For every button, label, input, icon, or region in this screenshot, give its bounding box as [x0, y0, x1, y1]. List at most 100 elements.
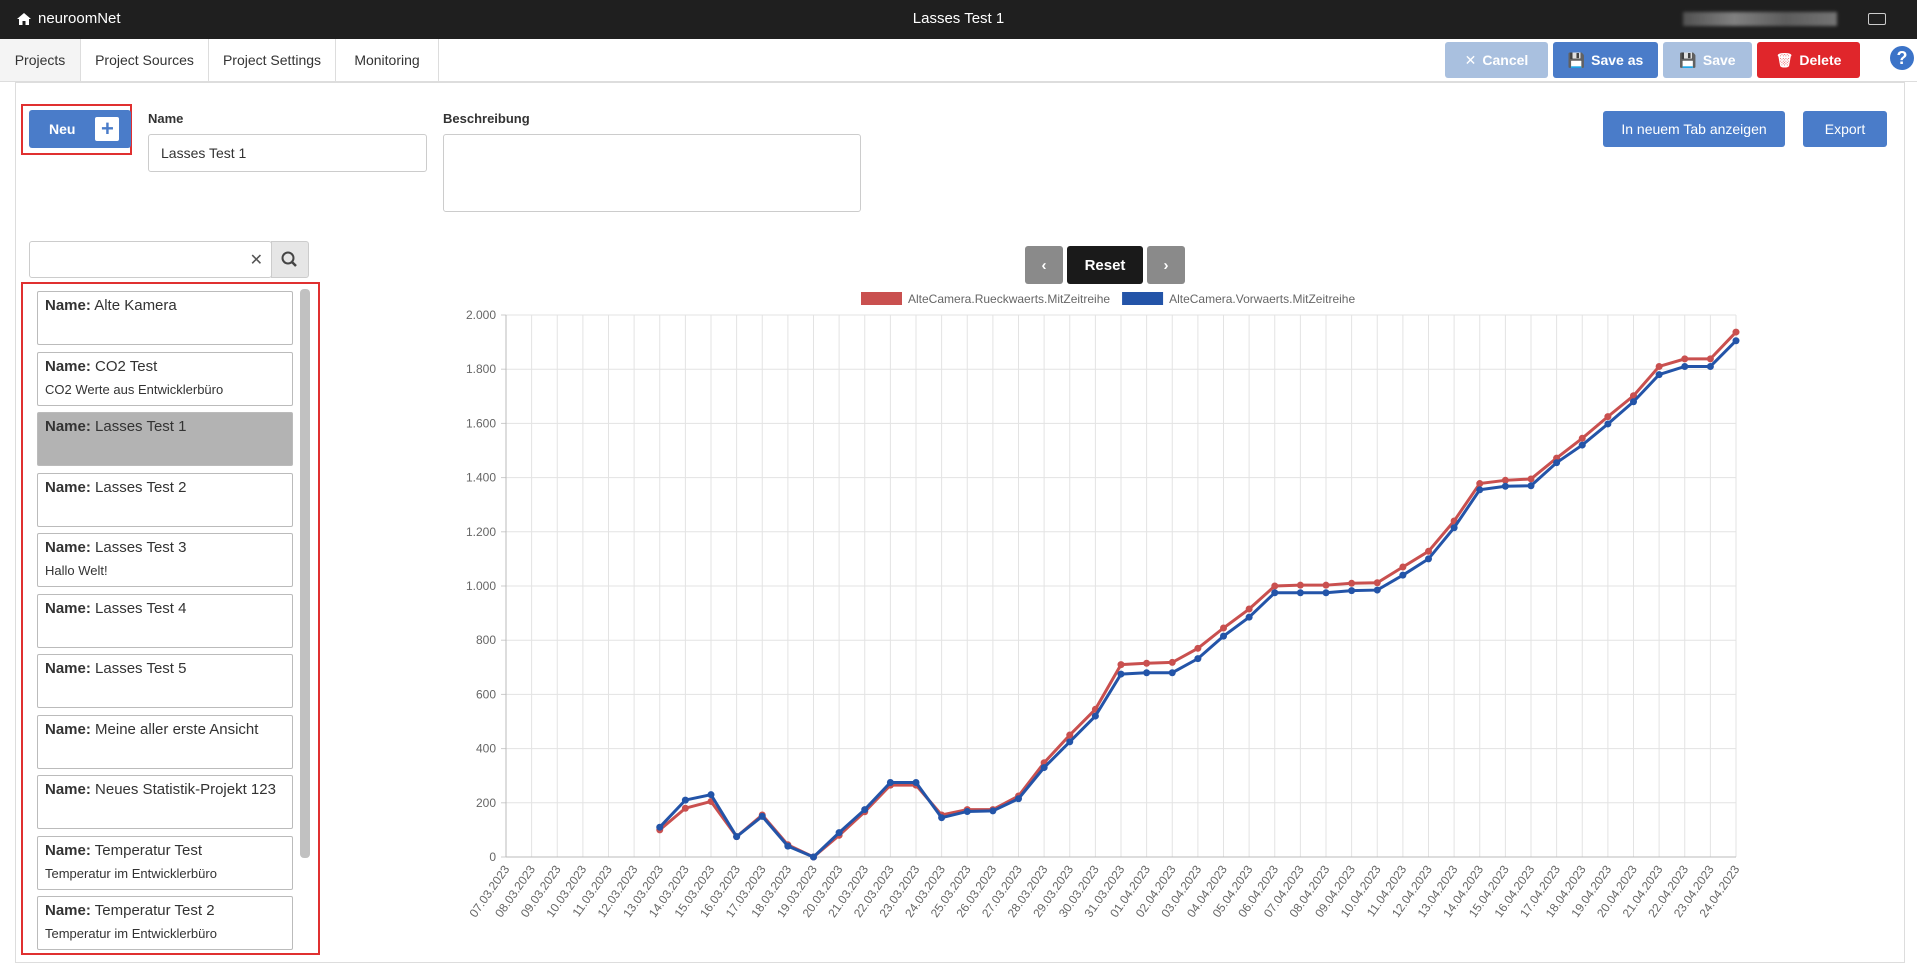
- data-point: [1425, 555, 1432, 563]
- reset-button[interactable]: Reset: [1067, 246, 1143, 284]
- item-name: Neues Statistik-Projekt 123: [95, 781, 276, 798]
- data-point: [1143, 669, 1151, 677]
- data-point: [1501, 476, 1509, 484]
- project-list: Name: Alte Kamera Name: CO2 Test CO2 Werte…: [21, 282, 320, 955]
- new-button[interactable]: Neu +: [29, 110, 131, 148]
- data-point: [1399, 571, 1407, 579]
- name-prefix: Name:: [45, 539, 91, 556]
- page-title: Lasses Test 1: [912, 10, 1005, 27]
- project-item[interactable]: Name: Lasses Test 1: [37, 412, 293, 466]
- name-prefix: Name:: [45, 781, 91, 798]
- name-prefix: Name:: [45, 599, 91, 617]
- data-point: [1168, 658, 1176, 666]
- tab[interactable]: Projects: [0, 39, 81, 81]
- y-tick-label: 800: [476, 633, 496, 647]
- data-point: [681, 796, 689, 804]
- data-point: [1630, 392, 1637, 400]
- help-icon[interactable]: ?: [1889, 45, 1915, 71]
- project-item[interactable]: Name: CO2 Test CO2 Werte aus Entwicklerbü…: [37, 351, 293, 406]
- item-name: Meine aller erste Ansicht: [95, 720, 259, 738]
- item-name: Lasses Test 4: [95, 599, 187, 617]
- home-icon: [17, 12, 31, 25]
- open-tab-button[interactable]: In neuem Tab anzeigen: [1603, 111, 1785, 147]
- highlight: [21, 104, 132, 155]
- data-point: [1527, 475, 1535, 483]
- save-as-button[interactable]: 💾 Save as: [1553, 42, 1658, 78]
- item-title: Name: Lasses Test 4: [45, 600, 285, 617]
- delete-button[interactable]: 🗑 Delete: [1757, 42, 1860, 78]
- data-point: [938, 814, 946, 822]
- y-tick-label: 1.600: [466, 416, 496, 430]
- y-tick-label: 1.200: [466, 525, 496, 539]
- description-input[interactable]: [443, 134, 861, 212]
- search-button[interactable]: [271, 241, 309, 278]
- tab[interactable]: Monitoring: [336, 39, 439, 81]
- data-point: [1066, 731, 1074, 739]
- item-title: Name: Lasses Test 3: [45, 539, 285, 556]
- project-item[interactable]: Name: Lasses Test 5: [37, 654, 293, 708]
- y-tick-label: 1.800: [466, 362, 496, 376]
- name-input[interactable]: Lasses Test 1: [148, 134, 427, 172]
- export-button[interactable]: Export: [1803, 111, 1887, 147]
- item-title: Name: Alte Kamera: [45, 297, 285, 314]
- user-name-blurred: [1683, 12, 1837, 26]
- cancel-button[interactable]: ✕ Cancel: [1445, 42, 1548, 78]
- data-point: [656, 823, 664, 831]
- y-tick-label: 1.400: [466, 471, 496, 485]
- project-item[interactable]: Name: Meine aller erste Ansicht: [37, 714, 293, 769]
- item-name: Lasses Test 3: [95, 539, 187, 556]
- search-input[interactable]: ✕: [29, 241, 272, 278]
- name-prefix: Name:: [45, 297, 91, 314]
- legend-swatch: [1122, 292, 1164, 305]
- data-point: [1706, 355, 1714, 363]
- data-point: [707, 791, 715, 799]
- scrollbar: [300, 289, 310, 858]
- data-point: [1117, 670, 1125, 678]
- name-prefix: Name:: [45, 660, 91, 677]
- prev-button[interactable]: ‹: [1025, 246, 1063, 284]
- item-title: Name: Lasses Test 1: [45, 418, 285, 435]
- button-text: Neu: [49, 121, 76, 137]
- data-point: [681, 804, 689, 812]
- project-item[interactable]: Name: Temperatur Test Temperatur im Entwi…: [37, 835, 293, 890]
- item-name: Lasses Test 2: [95, 478, 187, 496]
- item-name: Lasses Test 1: [95, 418, 187, 435]
- data-point: [784, 842, 792, 850]
- save-button[interactable]: 💾 Save: [1663, 42, 1752, 78]
- item-name: CO2 Test: [95, 357, 158, 375]
- tab[interactable]: Project Sources: [81, 39, 209, 81]
- item-name: Lasses Test 5: [95, 660, 187, 677]
- plus-icon: +: [95, 117, 120, 141]
- data-point: [1015, 795, 1022, 803]
- data-point: [1527, 482, 1535, 490]
- item-description: Temperatur im Entwicklerbüro: [45, 926, 217, 941]
- item-name: Temperatur Test 2: [94, 902, 215, 919]
- y-tick-label: 400: [476, 742, 496, 756]
- data-point: [1399, 563, 1407, 571]
- project-item[interactable]: Name: Alte Kamera: [37, 291, 293, 345]
- project-item[interactable]: Name: Temperatur Test 2 Temperatur im Ent…: [37, 896, 293, 950]
- project-item[interactable]: Name: Lasses Test 2: [37, 472, 293, 527]
- y-tick-label: 200: [476, 796, 496, 810]
- data-point: [1245, 613, 1253, 621]
- y-tick-label: 0: [489, 850, 496, 864]
- project-item[interactable]: Name: Lasses Test 4: [37, 593, 293, 648]
- data-point: [810, 853, 817, 861]
- button-text: Cancel: [1482, 52, 1529, 68]
- data-point: [1373, 579, 1381, 587]
- language-icon[interactable]: [1868, 13, 1886, 25]
- item-name: Alte Kamera: [94, 297, 177, 314]
- project-item[interactable]: Name: Lasses Test 3 Hallo Welt!: [37, 533, 293, 587]
- legend-label: AlteCamera.Vorwaerts.MitZeitreihe: [1169, 292, 1355, 306]
- next-button[interactable]: ›: [1147, 246, 1185, 284]
- name-prefix: Name:: [45, 720, 91, 738]
- tab[interactable]: Project Settings: [209, 39, 336, 81]
- clear-icon[interactable]: ✕: [249, 252, 263, 269]
- project-item[interactable]: Name: Neues Statistik-Projekt 123: [37, 775, 293, 829]
- data-point: [1117, 661, 1125, 669]
- data-point: [1425, 547, 1432, 555]
- brand[interactable]: neuroomNet: [16, 10, 121, 27]
- data-point: [1681, 362, 1689, 370]
